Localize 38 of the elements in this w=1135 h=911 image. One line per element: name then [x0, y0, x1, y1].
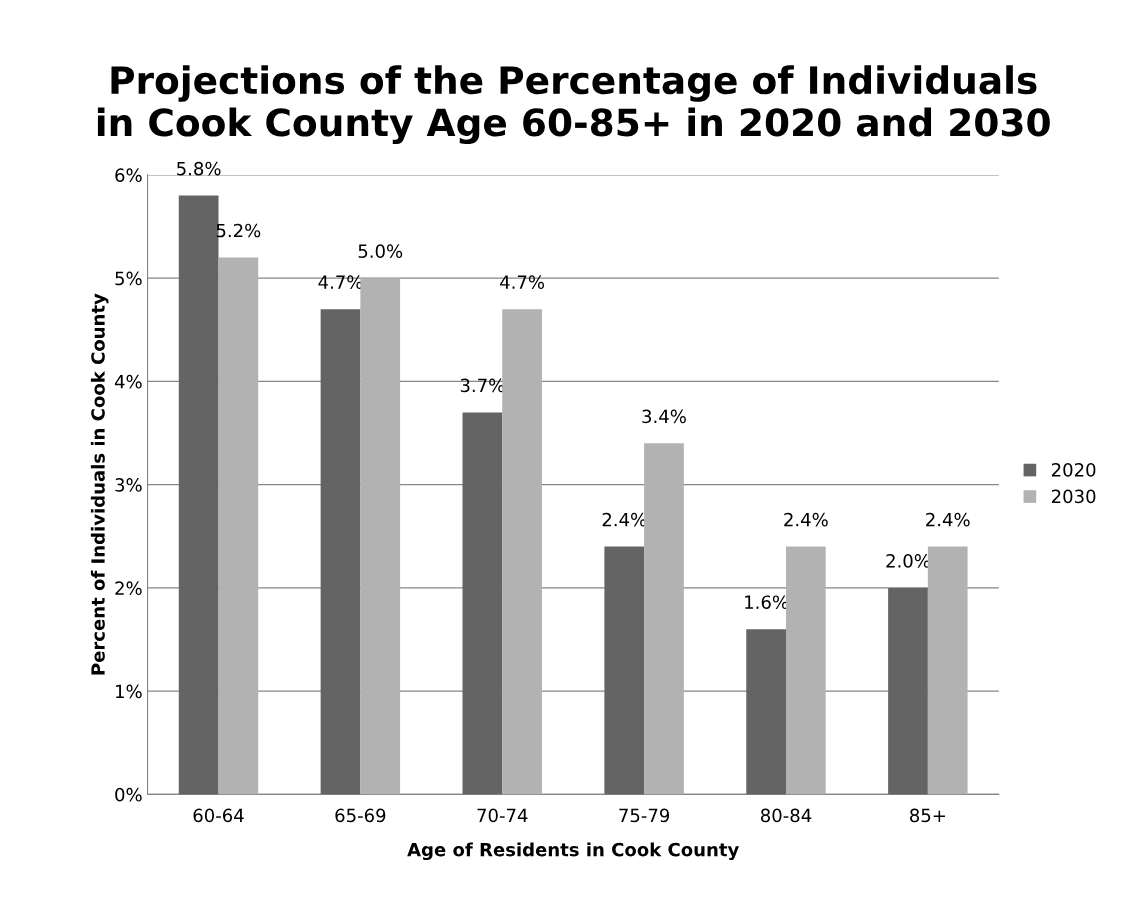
data-label: 4.7%	[500, 275, 545, 289]
y-tick-label: 3%	[115, 478, 142, 492]
legend-label: 2020	[1051, 462, 1096, 477]
data-label: 2.4%	[784, 512, 828, 527]
bar	[320, 309, 361, 795]
data-label: 2.4%	[926, 512, 970, 527]
x-tick-label: 80-84	[760, 808, 812, 823]
bar	[644, 443, 684, 795]
y-tick-label: 5%	[115, 271, 142, 286]
data-label: 4.7%	[318, 275, 363, 289]
bar	[888, 587, 928, 795]
bar	[746, 629, 786, 795]
bar	[927, 546, 968, 795]
y-axis-title: Percent of Individuals in Cook County	[90, 293, 109, 675]
bar	[502, 309, 542, 795]
x-axis-title: Age of Residents in Cook County	[407, 842, 739, 861]
x-tick-label: 65-69	[335, 808, 386, 823]
x-tick-label: 75-79	[619, 808, 670, 823]
data-label: 3.4%	[642, 409, 686, 424]
bar	[785, 546, 826, 795]
x-tick-label: 60-64	[193, 808, 244, 823]
y-tick-label: 0%	[115, 787, 142, 802]
data-label: 2.4%	[602, 512, 647, 527]
bar	[462, 412, 503, 795]
data-label: 5.0%	[358, 244, 403, 258]
chart-title: Projections of the Percentage of Individuals in Cook County Age 60-85+ in 2020 and 2030	[97, 65, 1050, 145]
y-tick-label: 1%	[116, 684, 142, 699]
x-tick-label: 70-74	[477, 808, 528, 823]
data-label: 5.8%	[177, 161, 221, 176]
legend-label: 2030	[1051, 489, 1096, 504]
bar	[218, 257, 259, 795]
bar	[604, 546, 645, 795]
y-tick-label: 2%	[115, 581, 142, 596]
data-label: 3.7%	[460, 378, 505, 393]
y-tick-label: 6%	[115, 168, 142, 183]
bar	[360, 278, 401, 795]
y-tick-label: 4%	[114, 374, 142, 389]
x-tick-label: 85+	[910, 808, 945, 823]
